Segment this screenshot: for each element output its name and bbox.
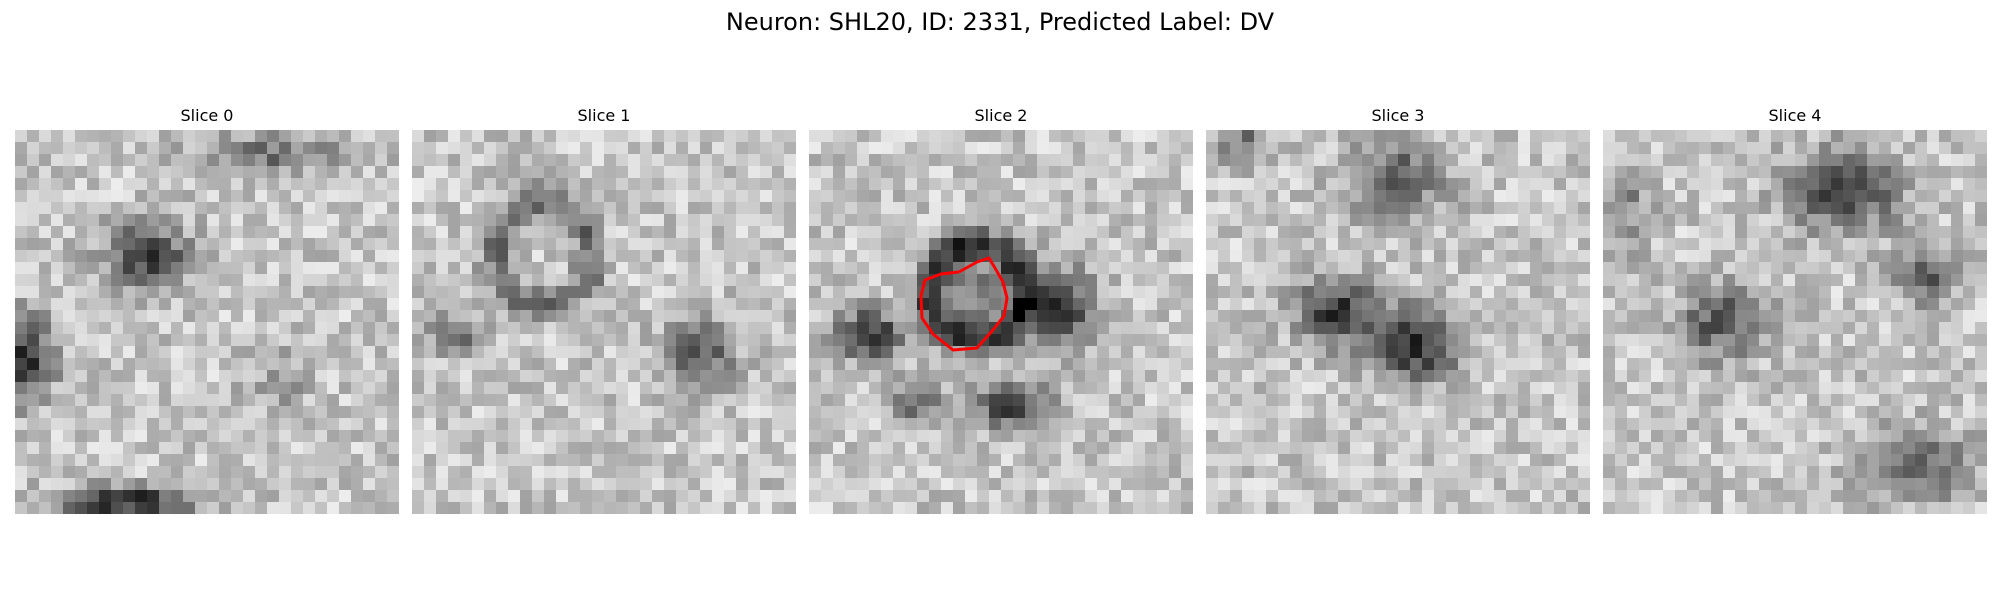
slice-image-1 [412, 130, 796, 514]
slice-panel-2: Slice 2 [809, 104, 1193, 514]
slice-image-0 [15, 130, 399, 514]
slice-title-4: Slice 4 [1768, 106, 1822, 125]
slice-title-0: Slice 0 [180, 106, 234, 125]
slice-title-2: Slice 2 [974, 106, 1028, 125]
slice-panel-3: Slice 3 [1206, 104, 1590, 514]
slice-image-3 [1206, 130, 1590, 514]
slice-title-3: Slice 3 [1371, 106, 1425, 125]
slice-image-4 [1603, 130, 1987, 514]
slice-panel-4: Slice 4 [1603, 104, 1987, 514]
figure-title: Neuron: SHL20, ID: 2331, Predicted Label… [725, 8, 1275, 36]
slice-title-1: Slice 1 [577, 106, 631, 125]
slice-panel-1: Slice 1 [412, 104, 796, 514]
slice-image-2 [809, 130, 1193, 514]
slice-panel-0: Slice 0 [15, 104, 399, 514]
